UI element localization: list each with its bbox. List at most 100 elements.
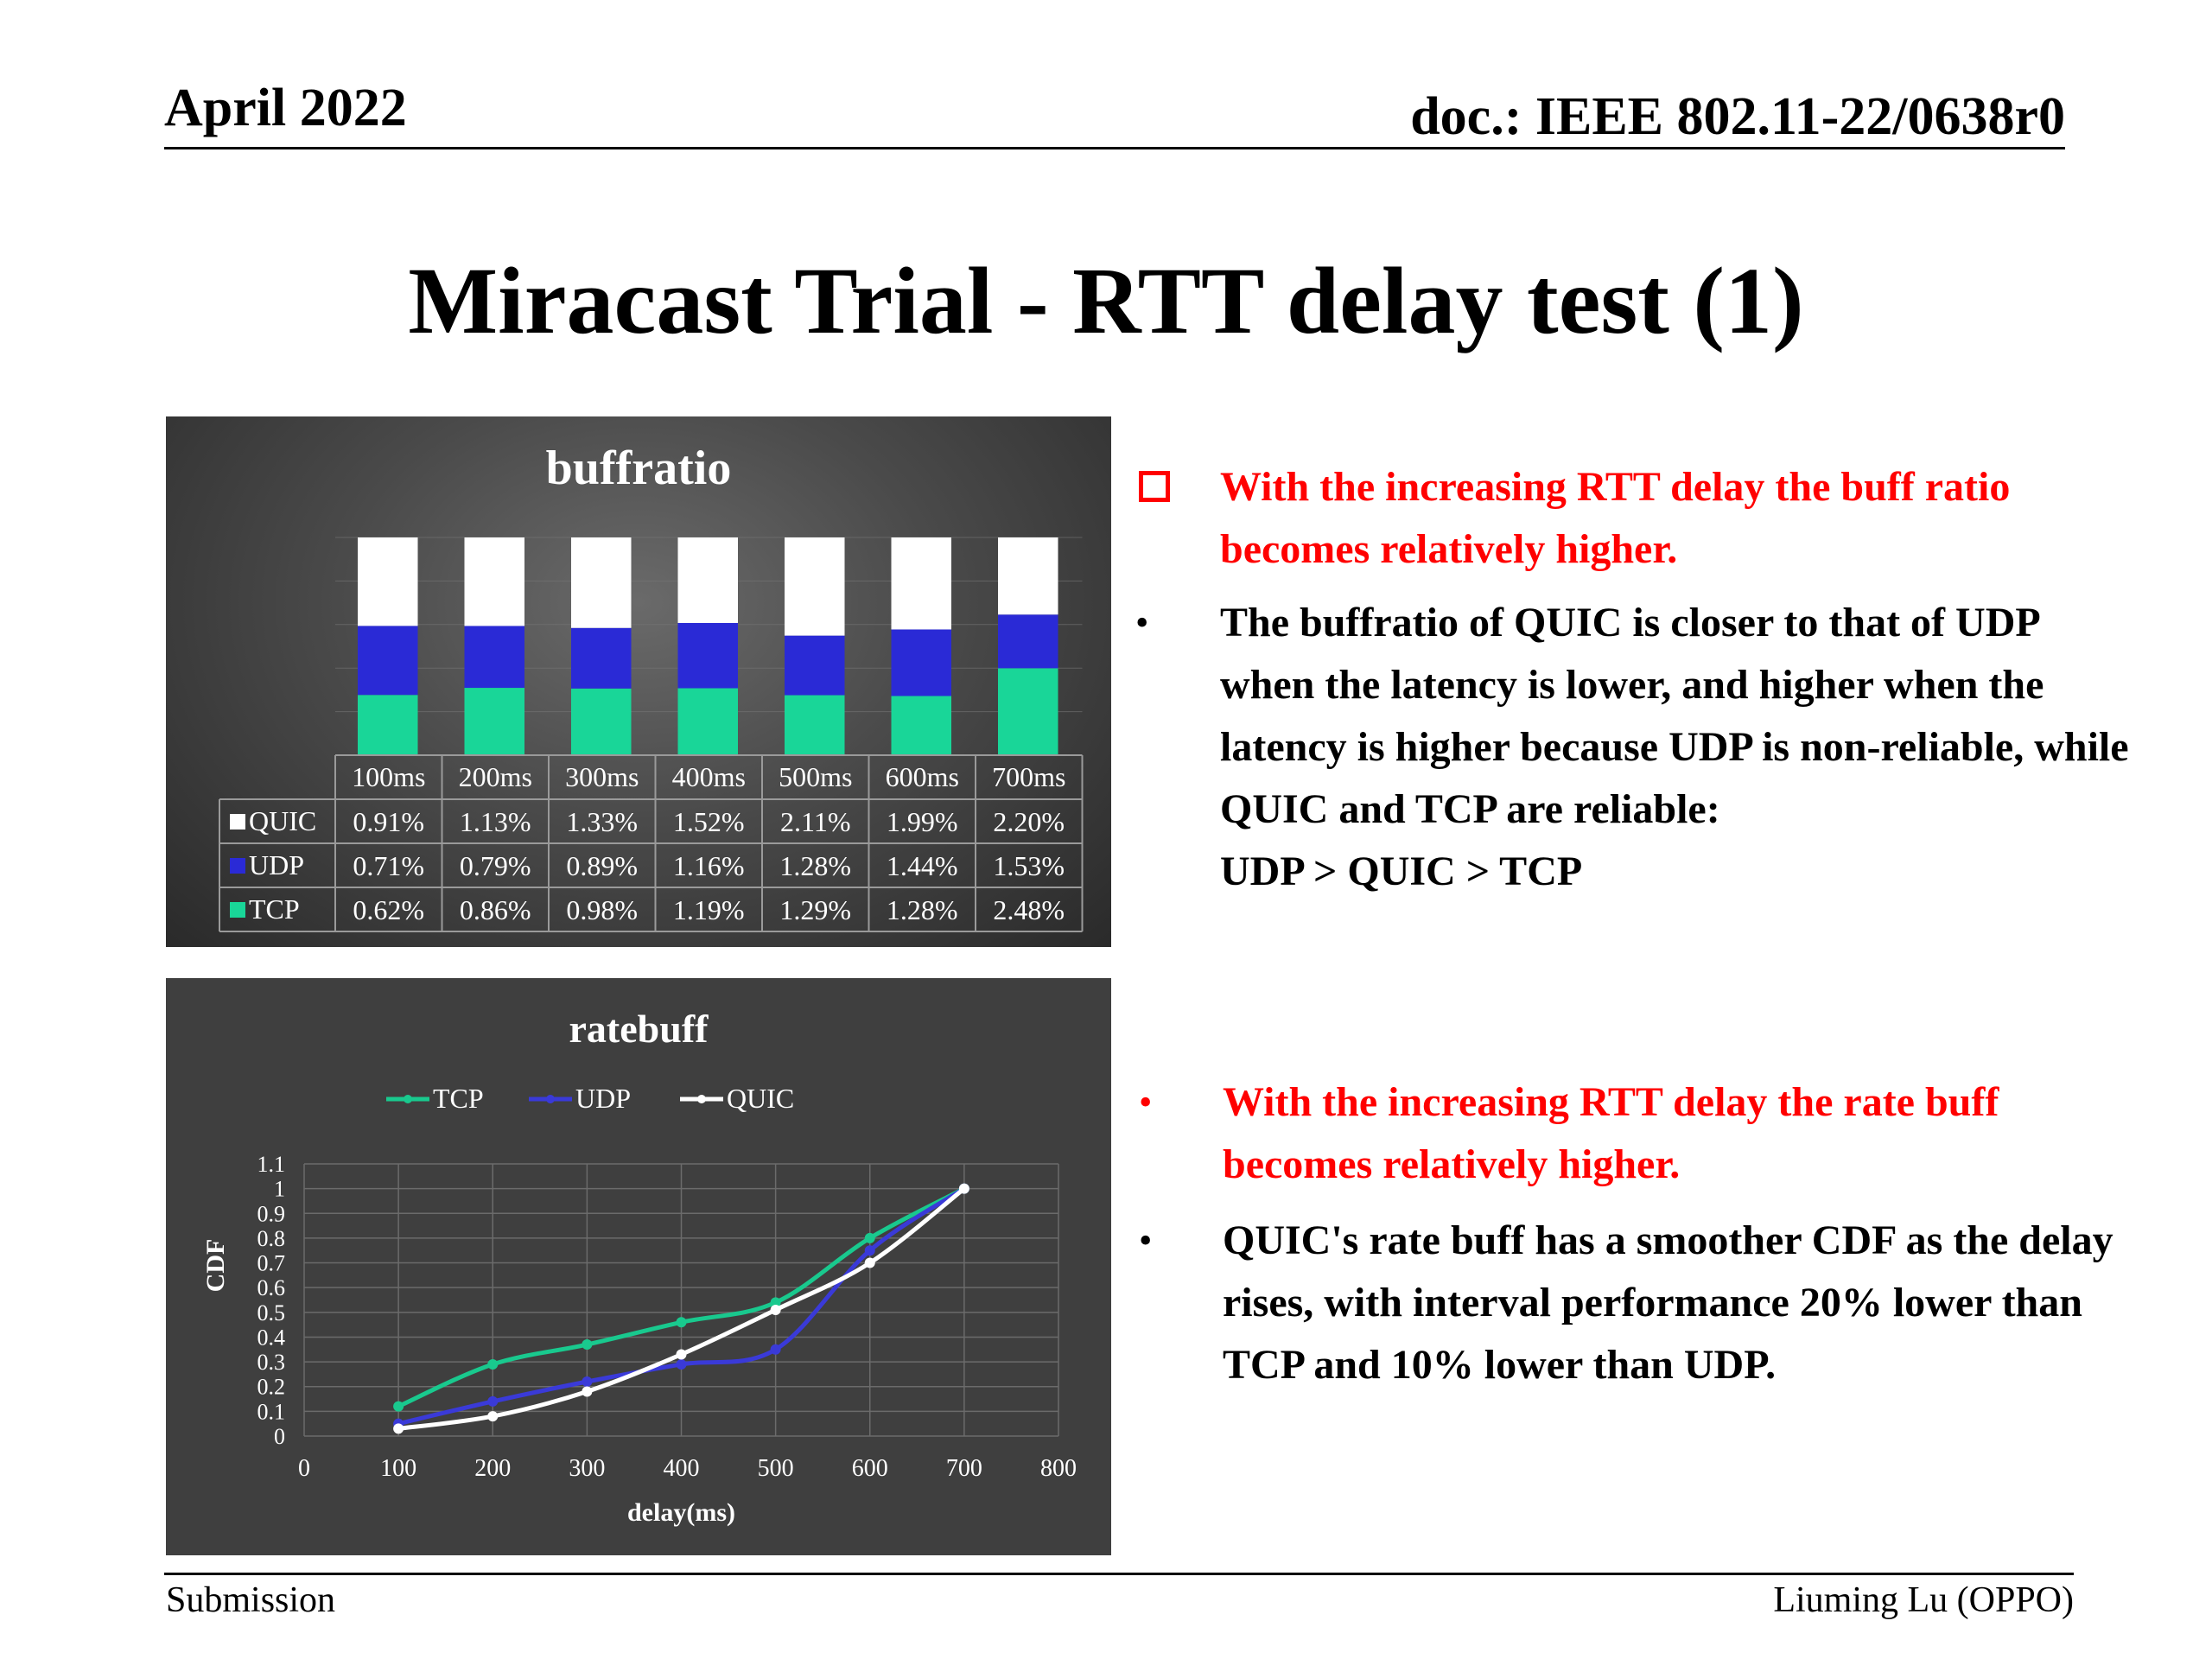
table-cell-tcp: 1.28%: [887, 894, 958, 925]
point-tcp: [393, 1401, 404, 1412]
point-quic: [958, 1183, 969, 1194]
table-cell-udp: 1.53%: [993, 850, 1065, 881]
table-row-label-quic: QUIC: [249, 805, 316, 836]
y-tick-label: 0.9: [257, 1201, 286, 1226]
table-header-200ms: 200ms: [459, 761, 532, 792]
table-cell-quic: 1.52%: [673, 806, 745, 837]
x-tick-label: 300: [569, 1455, 605, 1482]
y-tick-label: 1: [274, 1177, 285, 1202]
x-tick-label: 500: [758, 1455, 794, 1482]
legend-marker-quic: [697, 1095, 706, 1103]
chart-title: ratebuff: [569, 1007, 709, 1051]
bullet-dot-icon: •: [1135, 601, 1149, 644]
y-tick-label: 0.8: [257, 1226, 286, 1251]
table-cell-udp: 1.44%: [887, 850, 958, 881]
table-header-300ms: 300ms: [565, 761, 639, 792]
table-header-100ms: 100ms: [352, 761, 425, 792]
x-tick-label: 400: [664, 1455, 700, 1482]
buffratio-chart: buffratio 100ms 200ms 300ms 400ms 500ms 600ms 7…: [166, 416, 1111, 947]
y-tick-label: 0: [274, 1424, 285, 1449]
ratebuff-chart: ratebuff TCP UDP QUIC 0 0.1 0.2 0.3 0.4 0.5 0.6 0.7…: [166, 978, 1111, 1555]
point-udp: [676, 1358, 687, 1370]
legend-label-tcp: TCP: [433, 1083, 484, 1114]
bar-quic-300ms: [571, 537, 632, 628]
hollow-square-bullet-icon: [1139, 471, 1170, 502]
legend-label-udp: UDP: [575, 1083, 631, 1114]
bar-tcp-400ms: [677, 688, 738, 755]
point-udp: [864, 1245, 875, 1256]
bullet-text-2: The buffratio of QUIC is closer to that …: [1220, 592, 2136, 903]
bar-tcp-200ms: [464, 688, 524, 755]
bar-udp-600ms: [891, 629, 951, 696]
bar-quic-500ms: [785, 537, 845, 636]
table-cell-quic: 1.99%: [887, 806, 958, 837]
point-udp: [487, 1395, 499, 1407]
table-cell-tcp: 0.98%: [566, 894, 638, 925]
table-cell-quic: 2.20%: [993, 806, 1065, 837]
table-cell-tcp: 1.29%: [779, 894, 851, 925]
table-cell-tcp: 0.62%: [353, 894, 424, 925]
x-tick-label: 200: [474, 1455, 511, 1482]
legend-marker-udp: [546, 1095, 555, 1103]
bar-quic-700ms: [998, 537, 1058, 615]
bar-udp-100ms: [358, 626, 418, 696]
bar-quic-100ms: [358, 537, 418, 626]
buffratio-svg: buffratio 100ms 200ms 300ms 400ms 500ms 600ms 7…: [219, 442, 1084, 932]
table-cell-tcp: 0.86%: [460, 894, 531, 925]
point-udp: [770, 1344, 781, 1355]
x-tick-label: 0: [298, 1455, 310, 1482]
y-axis-label: CDF: [201, 1239, 230, 1293]
y-tick-label: 1.1: [257, 1152, 286, 1177]
bar-udp-700ms: [998, 614, 1058, 669]
x-tick-label: 800: [1040, 1455, 1077, 1482]
x-tick-label: 600: [852, 1455, 888, 1482]
y-tick-label: 0.1: [257, 1399, 286, 1424]
point-tcp: [864, 1232, 875, 1243]
table-header-700ms: 700ms: [992, 761, 1065, 792]
point-quic: [393, 1423, 404, 1434]
chart-title: buffratio: [546, 442, 732, 495]
legend-swatch-tcp: [230, 902, 245, 918]
header-divider: [164, 147, 2065, 149]
bullet-dot-icon: •: [1139, 1219, 1153, 1262]
y-tick-label: 0.3: [257, 1350, 286, 1375]
table-cell-udp: 0.79%: [460, 850, 531, 881]
footer-right: Liuming Lu (OPPO): [1773, 1580, 2074, 1620]
point-tcp: [676, 1317, 687, 1328]
bullet-text-1: With the increasing RTT delay the buff r…: [1220, 464, 2011, 572]
header-doc-id: doc.: IEEE 802.11-22/0638r0: [1410, 87, 2065, 146]
point-quic: [582, 1386, 593, 1397]
table-cell-udp: 0.89%: [566, 850, 638, 881]
bar-quic-200ms: [464, 537, 524, 626]
legend-swatch-quic: [230, 814, 245, 830]
point-quic: [770, 1304, 781, 1315]
table-header-400ms: 400ms: [672, 761, 746, 792]
legend-swatch-udp: [230, 858, 245, 874]
y-tick-label: 0.6: [257, 1275, 286, 1300]
table-cell-quic: 2.11%: [780, 806, 850, 837]
point-udp: [582, 1376, 593, 1387]
table-cell-udp: 0.71%: [353, 850, 424, 881]
bar-udp-400ms: [677, 622, 738, 689]
table-header-500ms: 500ms: [779, 761, 852, 792]
y-tick-label: 0.2: [257, 1375, 286, 1400]
table-cell-quic: 1.33%: [566, 806, 638, 837]
table-row-label-udp: UDP: [249, 849, 304, 880]
y-tick-label: 0.7: [257, 1251, 286, 1276]
x-axis-label: delay(ms): [627, 1498, 735, 1527]
bar-tcp-100ms: [358, 695, 418, 755]
point-tcp: [770, 1297, 781, 1308]
table-row-label-tcp: TCP: [249, 893, 300, 925]
footer-left: Submission: [166, 1580, 336, 1620]
bar-tcp-500ms: [785, 695, 845, 755]
x-tick-label: 100: [380, 1455, 416, 1482]
bar-udp-500ms: [785, 635, 845, 696]
point-quic: [676, 1349, 687, 1360]
footer-divider: [164, 1573, 2074, 1575]
legend-marker-tcp: [404, 1095, 412, 1103]
legend-label-quic: QUIC: [727, 1083, 794, 1114]
bar-udp-200ms: [464, 626, 524, 689]
table-cell-quic: 0.91%: [353, 806, 424, 837]
bullet-text-2-line2: UDP > QUIC > TCP: [1220, 849, 1583, 894]
